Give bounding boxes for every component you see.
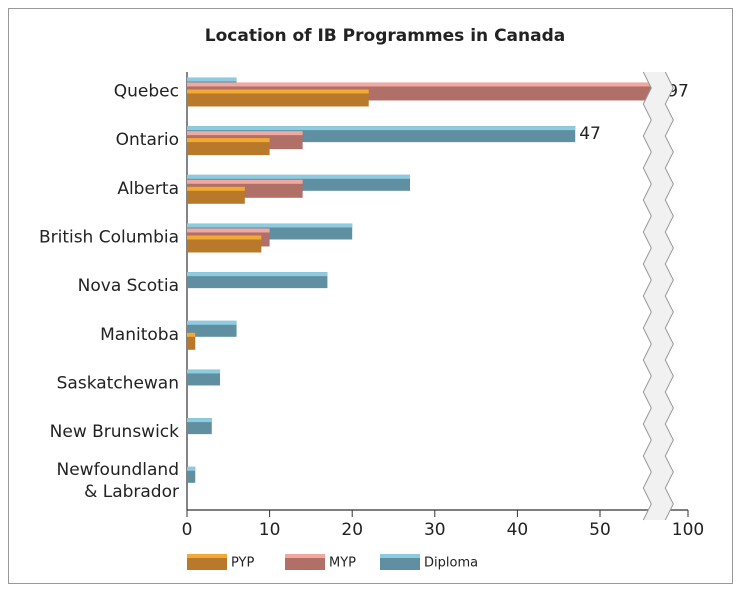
- bar-highlight: [187, 332, 196, 337]
- bar-highlight: [187, 228, 270, 233]
- bar-body: [187, 332, 196, 350]
- chart-title: Location of IB Programmes in Canada: [205, 26, 565, 46]
- y-tick-label: Manitoba: [100, 325, 179, 345]
- bar-body: [187, 186, 245, 204]
- bar: [187, 272, 328, 289]
- x-tick-label: 50: [589, 520, 611, 540]
- bar-highlight: [187, 82, 664, 87]
- legend-item: Diploma: [380, 554, 478, 571]
- y-tick-label: British Columbia: [39, 227, 179, 247]
- bar-highlight: [187, 272, 328, 277]
- bar: [187, 186, 245, 204]
- legend-swatch-highlight: [380, 554, 420, 558]
- bar: [187, 418, 212, 435]
- bar-highlight: [187, 369, 221, 374]
- bar-highlight: [187, 179, 303, 184]
- bar: [187, 320, 237, 337]
- bar: [187, 466, 196, 483]
- bar: [187, 138, 270, 156]
- bar-highlight: [187, 77, 237, 82]
- axis-break-edge: [642, 71, 652, 521]
- x-tick-label: 40: [507, 520, 529, 540]
- bar-body: [187, 235, 262, 253]
- legend-swatch-highlight: [187, 554, 227, 558]
- bar-highlight: [187, 186, 245, 191]
- legend-label: PYP: [231, 556, 254, 571]
- bar-body: [187, 466, 196, 483]
- bar: [187, 235, 262, 253]
- y-tick-label: Newfoundland & Labrador: [56, 460, 179, 502]
- bar-body: [187, 89, 369, 107]
- y-tick-label: Ontario: [116, 130, 179, 150]
- axis-break-fill: [643, 72, 674, 520]
- x-tick-label: 10: [259, 520, 281, 540]
- y-tick-label: New Brunswick: [50, 422, 180, 442]
- bar-highlight: [187, 235, 262, 240]
- y-tick-label: Quebec: [114, 81, 179, 101]
- x-tick-label: 30: [424, 520, 446, 540]
- legend-swatch-highlight: [285, 554, 325, 558]
- x-tick-label: 20: [341, 520, 363, 540]
- legend-label: MYP: [329, 556, 356, 571]
- frame: [8, 8, 733, 584]
- bar-body: [187, 138, 270, 156]
- bar-highlight: [187, 418, 212, 423]
- legend-item: PYP: [187, 554, 254, 571]
- bar: [187, 332, 196, 350]
- bar-highlight: [187, 320, 237, 325]
- bar-highlight: [187, 131, 303, 136]
- legend-label: Diploma: [424, 556, 478, 571]
- bar-highlight: [187, 138, 270, 143]
- bar-highlight: [187, 126, 576, 131]
- bar-highlight: [187, 466, 196, 471]
- bar-highlight: [187, 223, 353, 228]
- x-tick-label: 100: [672, 520, 704, 540]
- value-label: 47: [579, 124, 601, 144]
- bar-highlight: [187, 89, 369, 94]
- y-tick-label: Saskatchewan: [57, 373, 179, 393]
- bar-highlight: [187, 174, 411, 179]
- legend-item: MYP: [285, 554, 356, 571]
- x-tick-label: 0: [182, 520, 193, 540]
- y-tick-label: Alberta: [117, 179, 179, 199]
- bar: [187, 89, 369, 107]
- axis-break-edge: [664, 71, 674, 521]
- bar: [187, 369, 221, 386]
- y-tick-label: Nova Scotia: [78, 276, 179, 296]
